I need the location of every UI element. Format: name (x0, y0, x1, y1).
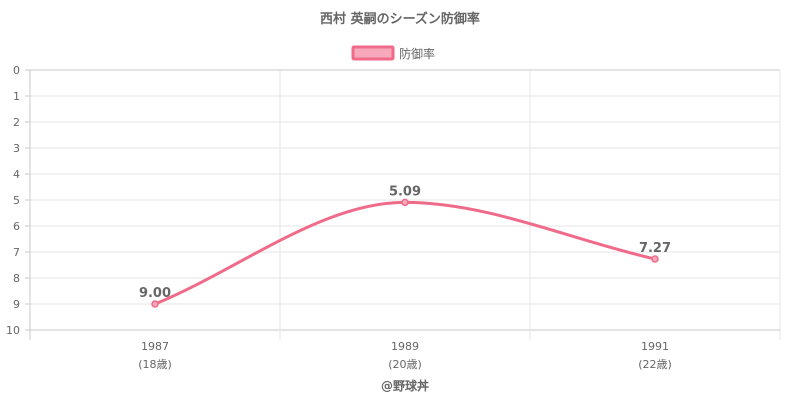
chart-title: 西村 英嗣のシーズン防御率 (320, 11, 480, 27)
data-label-1989: 5.09 (389, 184, 421, 199)
y-tick-label-9: 9 (13, 298, 20, 311)
y-tick-label-10: 10 (6, 324, 20, 337)
series-line-era (154, 200, 656, 306)
y-tick-label-4: 4 (13, 168, 20, 181)
footer-credit: @野球丼 (381, 378, 429, 393)
legend-label: 防御率 (399, 46, 435, 61)
x-tick-label-1987: 1987 (141, 340, 169, 353)
x-tick-sublabel-1989: (20歳) (388, 358, 422, 371)
y-axis: 0 1 2 3 4 5 6 7 8 9 10 (6, 64, 20, 337)
legend[interactable]: 防御率 (351, 45, 435, 61)
y-tick-label-8: 8 (13, 272, 20, 285)
data-point-1987 (151, 300, 159, 308)
y-tick-label-6: 6 (13, 220, 20, 233)
data-labels: 9.00 5.09 7.27 (139, 184, 671, 301)
x-tick-sublabel-1987: (18歳) (138, 358, 172, 371)
x-axis: 1987 (18歳) 1989 (20歳) 1991 (22歳) (138, 340, 672, 371)
x-tick-label-1989: 1989 (391, 340, 419, 353)
data-label-1991: 7.27 (639, 241, 671, 256)
x-tick-label-1991: 1991 (641, 340, 669, 353)
y-tick-label-7: 7 (13, 246, 20, 259)
data-point-1991 (651, 255, 659, 263)
y-tick-label-0: 0 (13, 64, 20, 77)
legend-swatch (351, 45, 395, 61)
y-tick-label-2: 2 (13, 116, 20, 129)
y-tick-label-1: 1 (13, 90, 20, 103)
series-era (151, 198, 659, 308)
y-tick-label-3: 3 (13, 142, 20, 155)
data-point-1989 (401, 198, 409, 207)
data-label-1987: 9.00 (139, 286, 171, 301)
x-tick-sublabel-1991: (22歳) (638, 358, 672, 371)
y-tick-label-5: 5 (13, 194, 20, 207)
